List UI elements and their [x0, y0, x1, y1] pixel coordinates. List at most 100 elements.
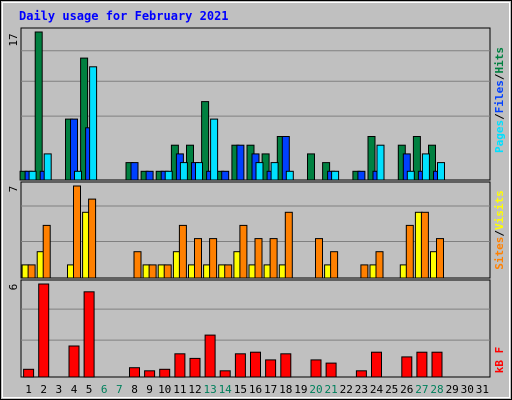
- bar-files-day-23: [357, 170, 366, 181]
- x-tick-label: 24: [370, 383, 384, 396]
- x-tick-label: 23: [355, 383, 368, 396]
- bar-sites-day-10: [163, 264, 172, 279]
- bar-kb-f-day-5: [83, 291, 95, 378]
- x-tick-label: 10: [158, 383, 171, 396]
- bar-kb-f-day-13: [204, 334, 216, 378]
- bar-sites-day-18: [284, 211, 293, 279]
- bar-kb-f-day-8: [129, 367, 140, 378]
- legend-entry-pages: Pages: [493, 120, 506, 153]
- bar-kb-f-day-15: [234, 353, 246, 378]
- x-tick-label: 8: [131, 383, 138, 396]
- bar-kb-f-day-20: [310, 359, 322, 378]
- bar-pages-day-2: [43, 153, 52, 181]
- x-tick-label: 6: [101, 383, 108, 396]
- x-tick-label: 9: [146, 383, 153, 396]
- x-tick-label: 18: [279, 383, 292, 396]
- bar-pages-day-24: [376, 144, 385, 181]
- legend-entry-kb-f: kB F: [493, 347, 506, 374]
- bar-sites-day-16: [254, 238, 263, 279]
- legend-entry-sites: Sites: [493, 237, 506, 270]
- bar-kb-f-day-27: [416, 351, 428, 378]
- bar-pages-day-18: [285, 170, 294, 181]
- bar-sites-day-12: [194, 238, 202, 279]
- bar-sites-day-27: [420, 211, 429, 279]
- bar-sites-day-14: [224, 264, 233, 279]
- bar-kb-f-day-28: [431, 351, 443, 378]
- x-tick-label: 21: [324, 383, 337, 396]
- bar-hits-day-5: [80, 57, 89, 181]
- bar-pages-day-16: [255, 162, 264, 181]
- panel-top-ymax-label: 17: [7, 33, 20, 46]
- bar-files-day-15: [236, 144, 245, 181]
- panel-top-legend: Pages/Files/Hits: [493, 47, 506, 153]
- legend-separator: /: [493, 113, 506, 120]
- bar-kb-f-day-17: [265, 359, 277, 378]
- bar-pages-day-11: [179, 162, 188, 181]
- bar-kb-f-day-2: [38, 283, 50, 378]
- bar-pages-day-5: [89, 66, 98, 181]
- bar-kb-f-day-18: [280, 353, 292, 378]
- bar-sites-day-2: [42, 224, 51, 279]
- bar-files-day-8: [130, 162, 139, 181]
- x-tick-label: 20: [309, 383, 322, 396]
- bar-hits-day-13: [201, 101, 210, 181]
- bar-kb-f-day-12: [189, 357, 201, 378]
- bar-sites-day-21: [330, 251, 339, 279]
- bar-sites-day-17: [269, 238, 278, 279]
- panel-bottom-ymax-label: 6: [7, 284, 20, 291]
- bar-sites-day-9: [148, 264, 157, 279]
- bar-kb-f-day-23: [355, 370, 367, 378]
- legend-entry-visits: Visits: [493, 190, 506, 230]
- x-tick-label: 11: [173, 383, 186, 396]
- bar-hits-day-24: [367, 136, 376, 181]
- x-tick-label: 2: [40, 383, 47, 396]
- bar-pages-day-21: [331, 170, 340, 181]
- x-tick-label: 19: [294, 383, 307, 396]
- bar-sites-day-13: [209, 238, 218, 279]
- bar-files-day-9: [145, 170, 154, 181]
- bar-pages-day-28: [437, 162, 445, 181]
- x-tick-label: 26: [400, 383, 413, 396]
- bar-pages-day-13: [210, 118, 219, 181]
- bar-sites-day-24: [375, 251, 384, 279]
- x-tick-label: 16: [249, 383, 262, 396]
- bar-pages-day-4: [74, 170, 82, 181]
- bar-hits-day-2: [34, 31, 43, 181]
- panel-bottom-legend: kB F: [493, 347, 506, 374]
- bar-sites-day-8: [133, 251, 142, 279]
- x-tick-label: 17: [264, 383, 277, 396]
- bar-pages-day-1: [28, 170, 37, 181]
- bar-sites-day-20: [315, 238, 323, 279]
- bar-kb-f-day-26: [401, 356, 413, 378]
- x-tick-label: 31: [476, 383, 489, 396]
- bar-kb-f-day-24: [371, 351, 382, 378]
- bar-sites-day-26: [405, 224, 414, 279]
- legend-entry-files: Files: [493, 80, 506, 113]
- legend-entry-hits: Hits: [493, 47, 506, 74]
- x-tick-label: 12: [188, 383, 201, 396]
- bar-kb-f-day-16: [250, 351, 261, 378]
- bar-kb-f-day-11: [174, 353, 186, 378]
- bar-sites-day-23: [360, 264, 369, 279]
- x-tick-label: 29: [446, 383, 459, 396]
- x-tick-label: 13: [203, 383, 216, 396]
- bar-hits-day-20: [307, 153, 315, 181]
- bar-pages-day-27: [421, 153, 430, 181]
- bar-files-day-14: [221, 170, 230, 181]
- x-tick-label: 5: [86, 383, 93, 396]
- x-tick-label: 22: [340, 383, 353, 396]
- bar-sites-day-4: [73, 185, 81, 279]
- bar-sites-day-28: [436, 238, 444, 279]
- x-tick-label: 30: [461, 383, 474, 396]
- x-tick-label: 3: [55, 383, 62, 396]
- bar-pages-day-17: [270, 162, 279, 181]
- panel-middle-ymax-label: 7: [7, 186, 20, 193]
- bar-sites-day-5: [88, 198, 97, 279]
- x-tick-label: 27: [415, 383, 428, 396]
- bar-kb-f-day-14: [219, 370, 231, 378]
- bar-kb-f-day-10: [159, 368, 171, 378]
- bar-kb-f-day-21: [325, 362, 337, 378]
